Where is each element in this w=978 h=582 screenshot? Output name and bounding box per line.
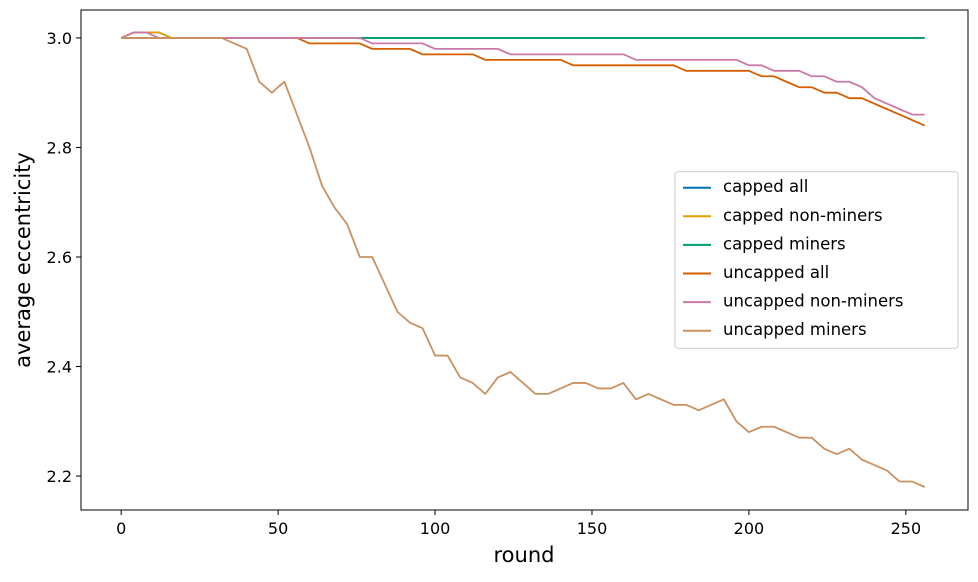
y-axis-label: average eccentricity: [11, 152, 35, 368]
x-tick-label: 100: [420, 519, 451, 538]
x-tick-label: 0: [116, 519, 126, 538]
y-tick-label: 2.6: [47, 248, 72, 267]
legend-label: capped non-miners: [723, 206, 883, 225]
y-tick-label: 2.8: [47, 138, 72, 157]
legend: capped all capped non-miners capped miners…: [674, 171, 959, 349]
legend-label: capped miners: [723, 234, 846, 253]
plot-frame: [80, 9, 969, 511]
legend-label: uncapped all: [723, 263, 829, 282]
y-tick-label: 3.0: [47, 29, 72, 48]
series-line: [120, 31, 925, 116]
series-line: [121, 37, 926, 127]
x-tick-label: 150: [577, 519, 608, 538]
legend-label: uncapped non-miners: [723, 292, 904, 311]
y-tick-label: 2.4: [47, 358, 72, 377]
x-axis-label: round: [494, 543, 555, 567]
legend-label: capped all: [723, 177, 808, 196]
y-tick-label: 2.2: [47, 467, 72, 486]
x-tick-label: 50: [268, 519, 288, 538]
legend-box: [674, 171, 959, 349]
x-tick-label: 200: [734, 519, 765, 538]
series-line: [121, 37, 926, 488]
x-tick-label: 250: [891, 519, 922, 538]
legend-label: uncapped miners: [723, 320, 867, 339]
